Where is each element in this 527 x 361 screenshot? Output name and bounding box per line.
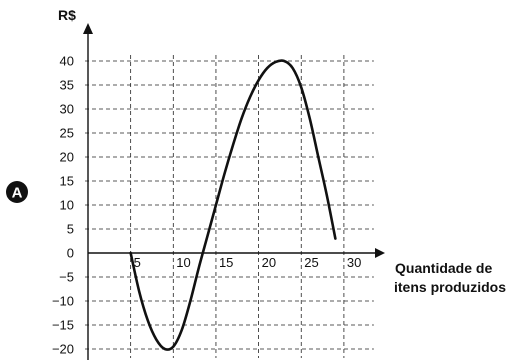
y-tick-label: 0 — [67, 246, 74, 261]
panel-badge-label: A — [12, 185, 23, 202]
y-tick-label: 35 — [60, 78, 74, 93]
y-tick-label: 25 — [60, 126, 74, 141]
y-tick-label: 40 — [60, 54, 74, 69]
y-tick-label: −10 — [52, 294, 74, 309]
axes — [83, 23, 385, 360]
x-tick-label: 25 — [304, 255, 318, 270]
y-axis-arrowhead — [83, 23, 93, 34]
y-tick-label: −5 — [59, 270, 74, 285]
y-tick-label: 5 — [67, 222, 74, 237]
x-tick-label: 10 — [176, 255, 190, 270]
y-tick-label: 20 — [60, 150, 74, 165]
x-tick-label: 30 — [347, 255, 361, 270]
x-tick-label: 20 — [262, 255, 276, 270]
x-tick-label: 5 — [134, 255, 141, 270]
x-axis-arrowhead — [375, 248, 385, 258]
y-tick-label: 15 — [60, 174, 74, 189]
x-tick-label: 15 — [219, 255, 233, 270]
y-tick-label: 30 — [60, 102, 74, 117]
y-tick-label: 10 — [60, 198, 74, 213]
panel-badge-circle — [6, 181, 28, 203]
grid — [85, 55, 374, 358]
x-axis-title-line-2: itens produzidos — [394, 279, 506, 295]
series-line — [129, 59, 337, 351]
x-axis-title-line-1: Quantidade de — [395, 260, 492, 276]
panel-badge: A — [6, 181, 28, 203]
y-tick-label: −20 — [52, 342, 74, 357]
y-tick-label: −15 — [52, 318, 74, 333]
tick-labels: 40 35 30 25 20 15 10 5 0 −5 −10 −15 −20 5 10 15 20 25 30 — [52, 54, 361, 357]
y-axis-title: R$ — [58, 7, 76, 23]
